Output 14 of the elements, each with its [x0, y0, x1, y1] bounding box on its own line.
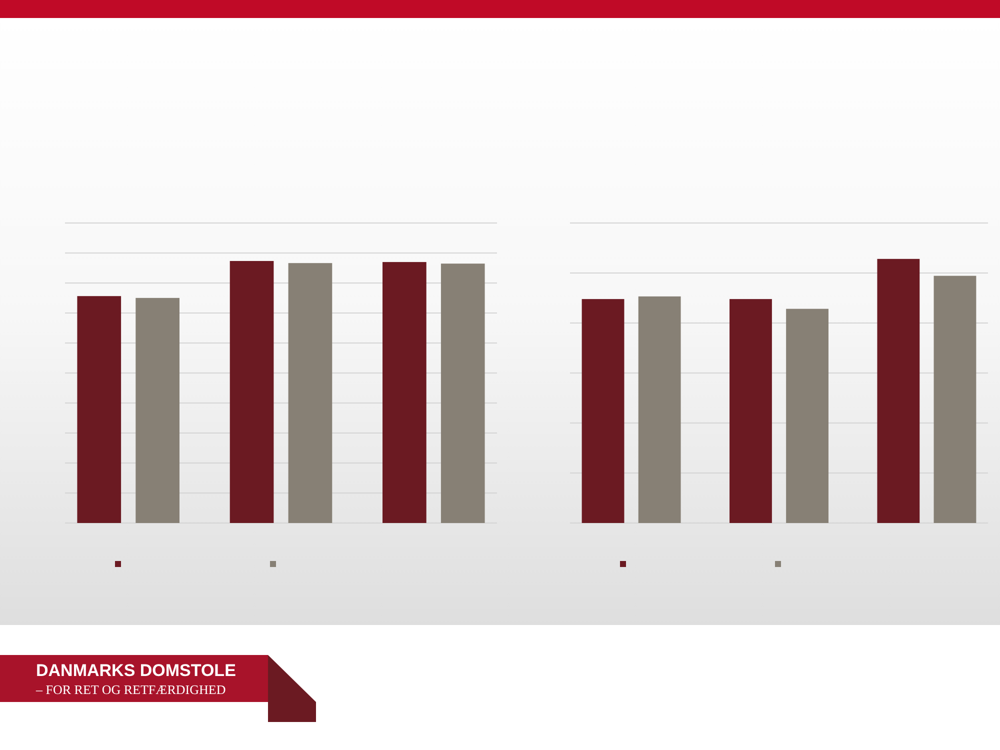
bar [136, 298, 180, 523]
bar [877, 258, 920, 523]
bar [288, 263, 332, 523]
bar [638, 296, 681, 523]
bar [77, 296, 122, 523]
bar [934, 276, 976, 523]
bar [582, 299, 624, 523]
bar [230, 260, 274, 523]
text: DANMARKS DOMSTOLE [36, 661, 236, 680]
text: – FOR RET OG RETFÆRDIGHED [35, 682, 226, 697]
bar [730, 299, 772, 523]
bar [786, 308, 828, 523]
bar [440, 264, 485, 523]
bar [382, 262, 426, 523]
